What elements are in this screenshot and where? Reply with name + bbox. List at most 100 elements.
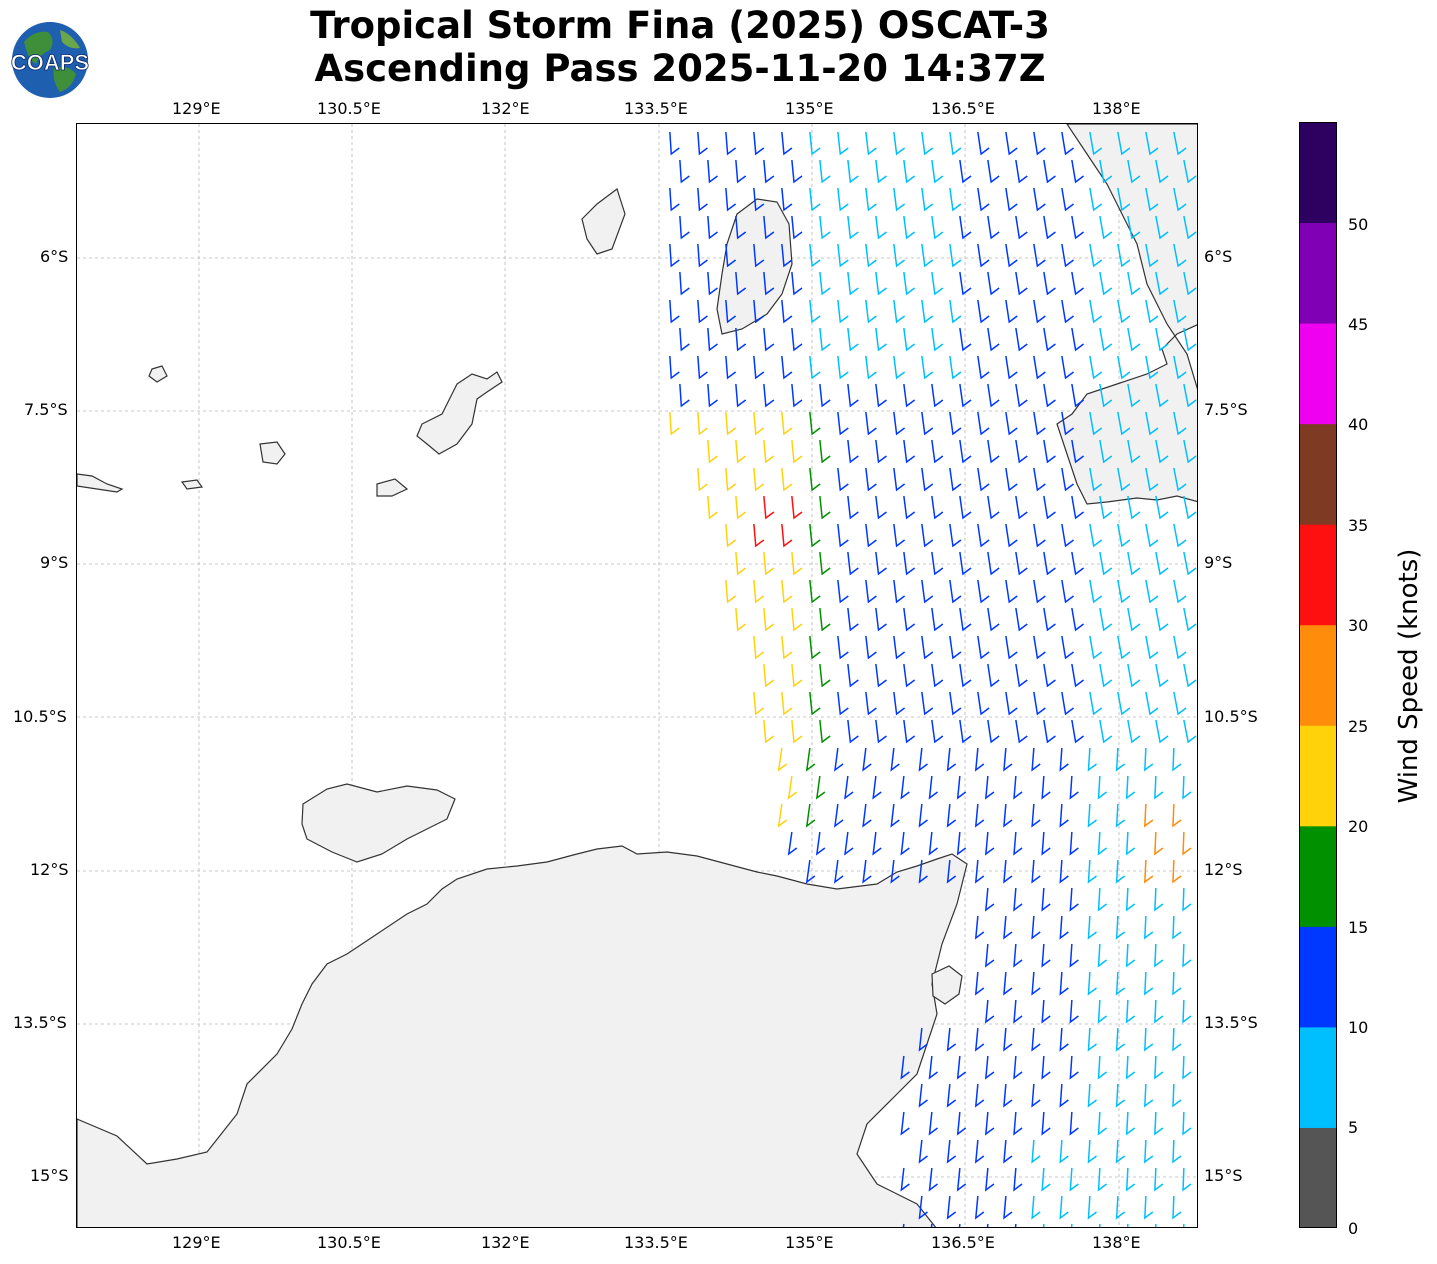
wind-barb (921, 243, 934, 268)
wind-barb (921, 635, 934, 660)
wind-barb (903, 495, 916, 520)
wind-barb (1005, 691, 1018, 716)
wind-barb (1033, 467, 1046, 492)
wind-barb (1089, 523, 1103, 548)
wind-barb (1071, 719, 1085, 744)
lat-tick-label: 13.5°S (1204, 1013, 1258, 1032)
wind-barb (1099, 551, 1113, 576)
wind-barb (956, 1167, 967, 1192)
wind-barb (987, 663, 1000, 688)
wind-barb (1013, 1055, 1023, 1080)
wind-barb (949, 411, 962, 436)
wind-barb (977, 579, 990, 604)
lon-tick-label: 136.5°E (931, 1233, 995, 1252)
wind-barb (819, 719, 831, 744)
wind-barb (1145, 355, 1159, 380)
wind-barb (1115, 859, 1126, 884)
colorbar-tick-label: 25 (1348, 717, 1369, 736)
wind-barb (931, 439, 944, 464)
wind-barb (1059, 971, 1069, 996)
wind-barb (1043, 159, 1056, 184)
wind-barb (1089, 635, 1103, 660)
wind-barb (697, 299, 708, 324)
wind-barb (1173, 411, 1187, 436)
wind-barb (903, 271, 916, 296)
wind-barb (1172, 803, 1182, 828)
colorbar-bin (1299, 624, 1337, 726)
wind-barb (837, 243, 849, 268)
wind-barb (949, 131, 962, 156)
wind-barb (984, 887, 995, 912)
wind-barb (1015, 495, 1028, 520)
wind-barb (1125, 887, 1136, 912)
wind-barb (918, 747, 928, 772)
wind-barb (763, 439, 775, 464)
wind-barb (1031, 971, 1041, 996)
wind-barb (1003, 915, 1013, 940)
wind-barb (819, 663, 831, 688)
wind-barb (679, 215, 690, 240)
wind-barb (1155, 271, 1169, 296)
wind-barb (1183, 607, 1197, 632)
plot-title: Tropical Storm Fina (2025) OSCAT-3 Ascen… (170, 4, 1190, 90)
wind-barb (1099, 663, 1113, 688)
wind-barb (875, 551, 887, 576)
wind-barb (1089, 579, 1103, 604)
wind-barb (890, 859, 900, 884)
wind-barb (946, 859, 957, 884)
wind-barb (781, 355, 793, 380)
wind-barb (1042, 1223, 1045, 1227)
wind-barb (1087, 1027, 1097, 1052)
wind-barb (1071, 215, 1085, 240)
wind-barb (1043, 215, 1056, 240)
wind-barb (1069, 831, 1079, 856)
wind-barb (791, 271, 803, 296)
wind-barb (1043, 271, 1056, 296)
wind-barb (893, 299, 906, 324)
wind-barb (1172, 1083, 1182, 1108)
wind-barb (1155, 607, 1169, 632)
wind-barb (1172, 747, 1182, 772)
wind-barb (1069, 1055, 1079, 1080)
wind-barb (1015, 551, 1028, 576)
wind-barb (1155, 327, 1169, 352)
wind-barb (1033, 579, 1046, 604)
wind-barb (1115, 1027, 1126, 1052)
wind-barb (697, 131, 708, 156)
wind-barb (1061, 131, 1074, 156)
wind-barb (1031, 747, 1041, 772)
wind-barb (1117, 243, 1131, 268)
colorbar-tick-label: 35 (1348, 516, 1369, 535)
wind-barb (1183, 159, 1197, 184)
wind-barb (847, 551, 859, 576)
wind-barb (865, 243, 877, 268)
wind-barb (977, 243, 990, 268)
wind-barb (819, 159, 831, 184)
wind-barb (1173, 187, 1187, 212)
wind-barb (987, 271, 1000, 296)
wind-barb (697, 243, 708, 268)
wind-barb (931, 551, 944, 576)
colorbar-tick-label: 50 (1348, 215, 1369, 234)
wind-barb (875, 439, 887, 464)
colorbar-bin (1299, 825, 1337, 927)
wind-barb (903, 719, 916, 744)
wind-barb (697, 355, 708, 380)
wind-barb (1173, 243, 1187, 268)
wind-barb (865, 467, 877, 492)
wind-barb (1031, 1027, 1041, 1052)
wind-barb (781, 131, 793, 156)
wind-barb (1097, 1111, 1107, 1136)
wind-barb (959, 551, 972, 576)
wind-barb (753, 691, 765, 716)
wind-barb (1031, 1139, 1041, 1164)
colorbar-bin (1299, 725, 1337, 827)
wind-barb (1125, 775, 1136, 800)
small-island-1 (259, 441, 286, 465)
wind-barb (903, 551, 916, 576)
wind-barb (725, 243, 737, 268)
wind-barb (931, 495, 944, 520)
colorbar-bin (1299, 423, 1337, 525)
wind-barb (1005, 635, 1018, 660)
wind-barb (1143, 747, 1154, 772)
